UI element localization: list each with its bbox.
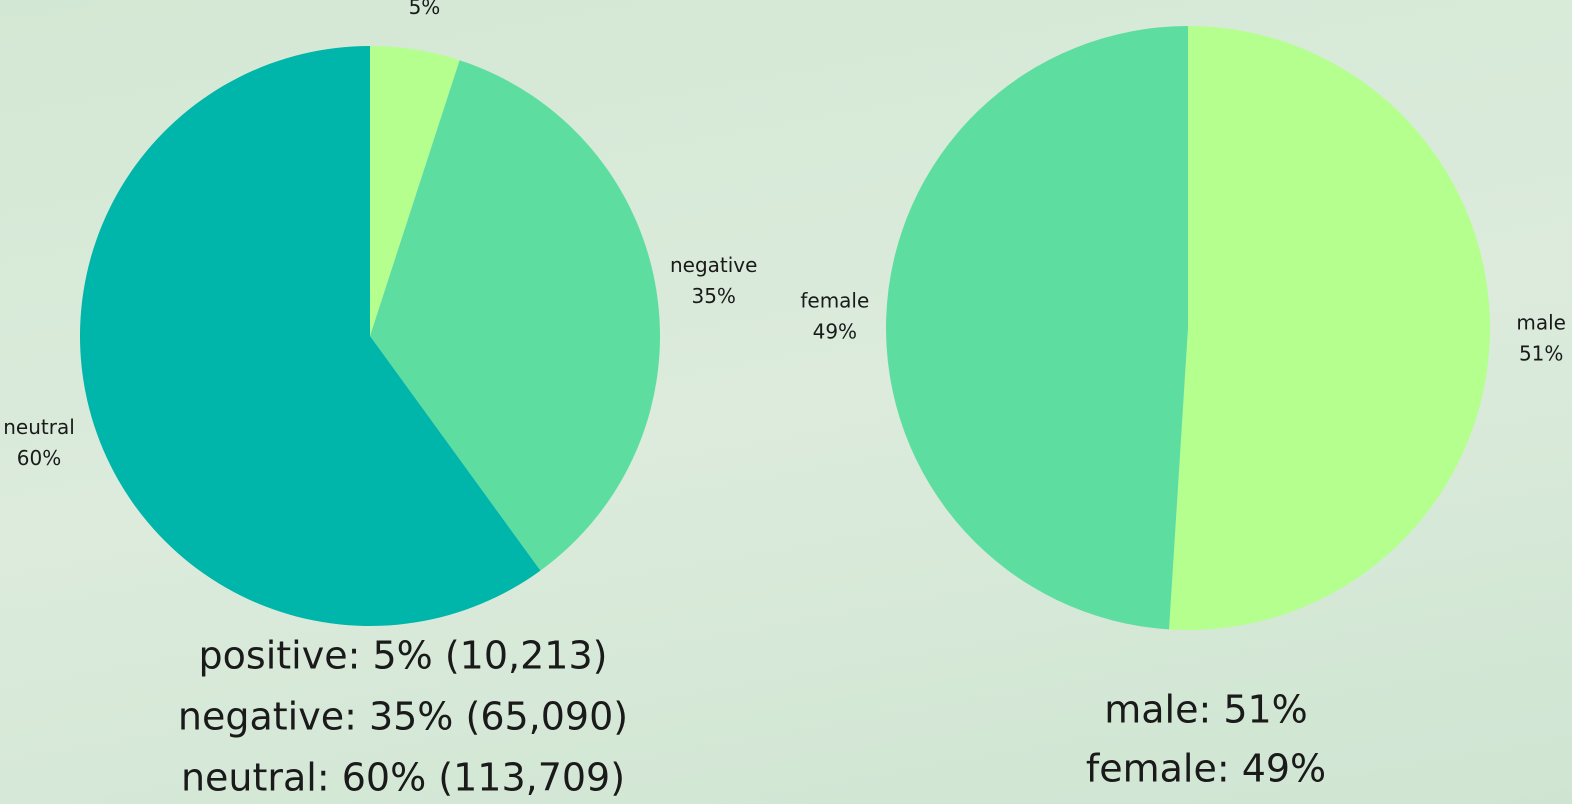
pie-slice <box>1169 26 1491 630</box>
slice-label: neutral <box>3 415 75 439</box>
caption: neutral: 60% (113,709) <box>181 756 625 800</box>
slice-value: 51% <box>1519 342 1563 366</box>
pie-slice <box>886 26 1188 630</box>
slice-value: 49% <box>813 319 857 343</box>
pie-slice <box>79 46 541 627</box>
slice-label: female <box>800 288 869 312</box>
caption: female: 49% <box>1086 747 1326 791</box>
caption: positive: 5% (10,213) <box>199 634 608 678</box>
slice-value: 35% <box>691 284 735 308</box>
pie-slice <box>370 60 660 571</box>
slice-label: negative <box>670 253 757 277</box>
slice-label: male <box>1516 311 1566 335</box>
caption: male: 51% <box>1104 688 1308 732</box>
slice-value: 60% <box>17 446 61 470</box>
pie-slice <box>370 46 460 336</box>
slice-value: 5% <box>409 0 441 19</box>
caption: negative: 35% (65,090) <box>178 695 628 739</box>
